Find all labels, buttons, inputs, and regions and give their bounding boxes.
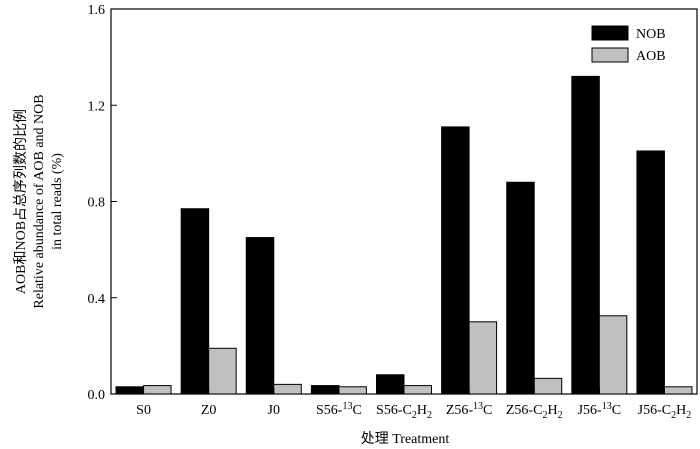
y-tick-label: 0.0 bbox=[88, 388, 106, 403]
x-tick-label: S56-C2H2 bbox=[376, 403, 432, 421]
x-tick-label: Z56-13C bbox=[446, 401, 493, 418]
y-axis-title-line-3: in total reads (%) bbox=[50, 153, 65, 250]
x-tick-label: Z56-C2H2 bbox=[506, 403, 563, 421]
bar-nob-7 bbox=[571, 75, 600, 395]
y-tick-label: 0.4 bbox=[88, 292, 106, 307]
bar-nob-5 bbox=[441, 126, 470, 395]
bar-aob-1 bbox=[208, 347, 237, 395]
y-tick-label: 1.2 bbox=[88, 99, 106, 114]
y-tick-label: 1.6 bbox=[88, 3, 106, 18]
bar-aob-5 bbox=[468, 321, 498, 395]
legend-label-aob: AOB bbox=[636, 49, 666, 64]
bar-aob-2 bbox=[273, 383, 302, 395]
legend-swatch-nob bbox=[591, 25, 629, 41]
bar-aob-8 bbox=[663, 386, 693, 395]
y-axis: 0.0 0.4 0.8 1.2 1.6 bbox=[88, 3, 117, 403]
bar-nob-0 bbox=[115, 386, 145, 395]
bar-aob-7 bbox=[598, 315, 628, 395]
x-tick-label: J56-13C bbox=[578, 401, 621, 418]
bars-group bbox=[115, 75, 693, 395]
bar-nob-2 bbox=[245, 237, 275, 395]
bar-nob-8 bbox=[636, 150, 665, 395]
bar-aob-3 bbox=[338, 386, 367, 395]
x-tick-label: S56-13C bbox=[316, 401, 362, 418]
x-tick-label: J0 bbox=[268, 403, 280, 418]
x-tick-label: J56-C2H2 bbox=[638, 403, 692, 421]
y-axis-title-line-2: Relative abundance of AOB and NOB bbox=[32, 94, 47, 308]
bar-aob-4 bbox=[403, 385, 432, 395]
y-axis-title: AOB和NOB占总序列数的比例 Relative abundance of AOB… bbox=[13, 94, 65, 308]
bar-nob-3 bbox=[310, 385, 340, 395]
x-axis-title: 处理 Treatment bbox=[361, 431, 450, 447]
legend-label-nob: NOB bbox=[636, 27, 666, 42]
bar-nob-6 bbox=[506, 181, 535, 395]
x-axis: S0 Z0 J0 S56-13C S56-C2H2 Z56-13C Z56-C2H2 J56-… bbox=[136, 388, 691, 421]
y-axis-title-line-1: AOB和NOB占总序列数的比例 bbox=[13, 109, 29, 294]
legend: NOB AOB bbox=[591, 25, 666, 64]
bar-aob-6 bbox=[533, 377, 563, 395]
y-tick-label: 0.8 bbox=[88, 196, 106, 211]
bar-aob-0 bbox=[143, 385, 172, 395]
legend-swatch-aob bbox=[591, 47, 629, 63]
x-tick-label: S0 bbox=[136, 403, 151, 418]
x-tick-label: Z0 bbox=[201, 403, 217, 418]
bar-nob-1 bbox=[180, 208, 210, 395]
bar-nob-4 bbox=[376, 374, 405, 395]
